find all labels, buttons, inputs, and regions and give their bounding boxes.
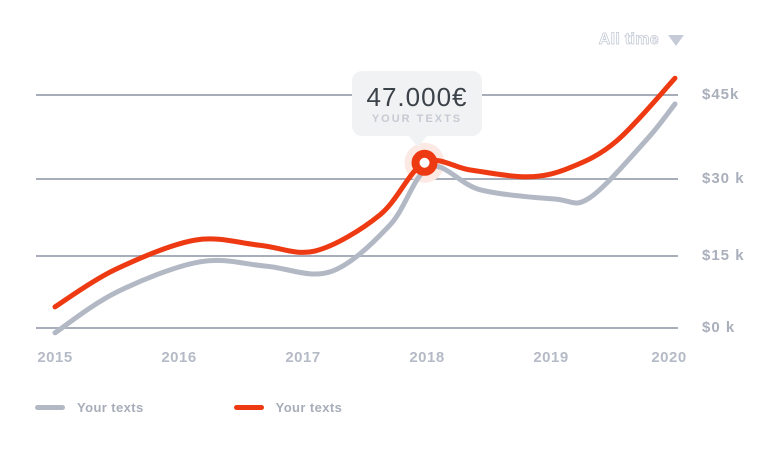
orange-line-series (52, 75, 678, 310)
y-axis-label-45k: $45k (702, 86, 740, 103)
legend-label: Your texts (77, 400, 144, 415)
time-range-selector[interactable]: All time (598, 31, 684, 49)
legend-label: Your texts (275, 400, 343, 415)
tooltip-value: 47.000€ (366, 81, 468, 112)
chart-legend: Your texts Your texts (35, 400, 342, 415)
tooltip-label: YOUR TEXTS (371, 112, 463, 125)
x-axis-label-2016: 2016 (161, 349, 197, 366)
gray-line-swatch (35, 405, 65, 410)
x-axis-label-2020: 2020 (651, 349, 687, 366)
data-point-tooltip: 47.000€ YOUR TEXTS (352, 71, 482, 147)
chevron-down-icon (668, 34, 684, 46)
x-axis-label-2019: 2019 (533, 349, 569, 366)
x-axis-label-2017: 2017 (285, 349, 321, 366)
y-axis-label-30k: $30 k (702, 170, 745, 187)
time-range-label: All time (598, 31, 659, 49)
y-axis-label-0k: $0 k (702, 319, 736, 336)
x-axis-label-2015: 2015 (37, 349, 73, 366)
y-axis-label-15k: $15 k (702, 247, 745, 264)
highlight-point-marker[interactable] (411, 149, 438, 176)
tooltip-tail-pointer (408, 135, 428, 147)
orange-line-swatch (233, 405, 264, 410)
legend-item-gray[interactable]: Your texts (35, 400, 144, 415)
x-axis-label-2018: 2018 (409, 349, 445, 366)
legend-item-orange[interactable]: Your texts (233, 400, 343, 415)
gray-line-series (52, 101, 678, 336)
